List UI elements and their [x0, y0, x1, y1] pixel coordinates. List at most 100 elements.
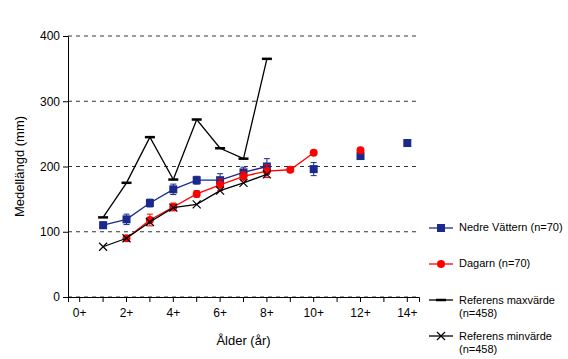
x-tick [290, 297, 291, 302]
x-tick-label: 8+ [260, 306, 274, 320]
legend-label-line: (n=458) [459, 307, 497, 319]
x-tick-mark [243, 297, 244, 302]
x-tick-mark [149, 297, 150, 302]
legend-marker [437, 332, 445, 340]
x-tick: 10+ [304, 297, 324, 320]
x-tick-label: 6+ [213, 306, 227, 320]
data-point [239, 157, 249, 160]
y-tick-mark [63, 101, 68, 102]
x-tick-mark [79, 297, 80, 302]
series-line [103, 59, 267, 218]
grid-line [68, 36, 419, 37]
error-bar [147, 199, 153, 207]
y-tick: 200 [40, 160, 68, 174]
legend-marker [437, 260, 445, 268]
error-bar-line [264, 165, 270, 178]
x-tick [337, 297, 338, 302]
x-tick-label: 12+ [350, 306, 370, 320]
x-tick: 12+ [350, 297, 370, 320]
x-tick [243, 297, 244, 302]
error-bar-line [147, 214, 153, 226]
series [98, 59, 272, 218]
legend-line [429, 299, 453, 300]
data-point [193, 190, 201, 198]
x-tick: 6+ [213, 297, 227, 320]
y-tick-label: 400 [40, 29, 60, 43]
data-point [169, 185, 177, 193]
series [99, 139, 411, 229]
data-point [310, 165, 318, 173]
data-point [122, 182, 132, 185]
data-point [216, 187, 224, 195]
data-point [99, 243, 107, 251]
x-tick [196, 297, 197, 302]
y-tick-label: 200 [40, 160, 60, 174]
x-tick-label: 0+ [73, 306, 87, 320]
data-point [263, 170, 271, 178]
series [99, 170, 271, 250]
error-bar-line [147, 199, 153, 207]
error-bar-line [241, 172, 247, 181]
x-tick [383, 297, 384, 302]
y-tick-mark [63, 167, 68, 168]
x-tick [103, 297, 104, 302]
data-point [145, 136, 155, 139]
x-tick-label: 4+ [166, 306, 180, 320]
data-point [123, 215, 131, 223]
data-point [123, 234, 131, 242]
x-tick-label: 14+ [397, 306, 417, 320]
grid [68, 36, 419, 297]
legend-label: Dagarn (n=70) [459, 257, 530, 269]
x-tick-mark [173, 297, 174, 302]
data-point [146, 218, 154, 226]
x-tick: 14+ [397, 297, 417, 320]
legend-item: Referens minvärde(n=458) [429, 330, 552, 355]
x-axis-line [69, 298, 420, 303]
legend: Nedre Vättern (n=70)Dagarn (n=70)Referen… [429, 221, 563, 355]
y-axis: 0100200300400 [40, 29, 69, 304]
x-tick-mark [383, 297, 384, 302]
legend-label-line: (n=458) [459, 343, 497, 355]
series-line [103, 143, 407, 225]
y-tick-mark [63, 232, 68, 233]
data-point [193, 200, 201, 208]
data-point [215, 147, 225, 150]
y-tick: 300 [40, 95, 68, 109]
legend-label-line: Referens maxvärde [459, 294, 555, 306]
x-tick: 0+ [73, 297, 87, 320]
legend-marker [437, 224, 445, 232]
error-bar [311, 163, 317, 176]
x-tick-mark [407, 297, 408, 302]
data-point [193, 176, 201, 184]
error-bar [194, 191, 200, 198]
x-tick-label: 10+ [304, 306, 324, 320]
error-bar [170, 184, 176, 194]
legend-label: Referens minvärde(n=458) [459, 330, 552, 355]
plot-area [98, 59, 411, 251]
data-point [146, 199, 154, 207]
data-point [240, 179, 248, 187]
x-tick-mark [220, 297, 221, 302]
legend-marker [436, 299, 446, 302]
error-bar-line [194, 191, 200, 198]
error-bar [194, 176, 200, 184]
y-tick-label: 100 [40, 225, 60, 239]
x-tick-mark [337, 297, 338, 302]
grid-line [68, 231, 419, 232]
data-point [169, 204, 177, 212]
error-bar [124, 214, 130, 224]
series [123, 146, 365, 242]
data-point [99, 221, 107, 229]
series-line [103, 174, 267, 246]
data-point [240, 172, 248, 180]
x-tick-label: 2+ [120, 306, 134, 320]
y-axis-title: Medellängd (mm) [12, 116, 27, 217]
y-tick-mark [63, 297, 68, 298]
error-bar-line [100, 222, 106, 229]
x-tick: 8+ [260, 297, 274, 320]
data-point [286, 166, 294, 174]
legend-item: Referens maxvärde(n=458) [429, 294, 555, 319]
y-tick: 100 [40, 225, 68, 239]
data-point [192, 118, 202, 121]
data-point [262, 58, 272, 61]
